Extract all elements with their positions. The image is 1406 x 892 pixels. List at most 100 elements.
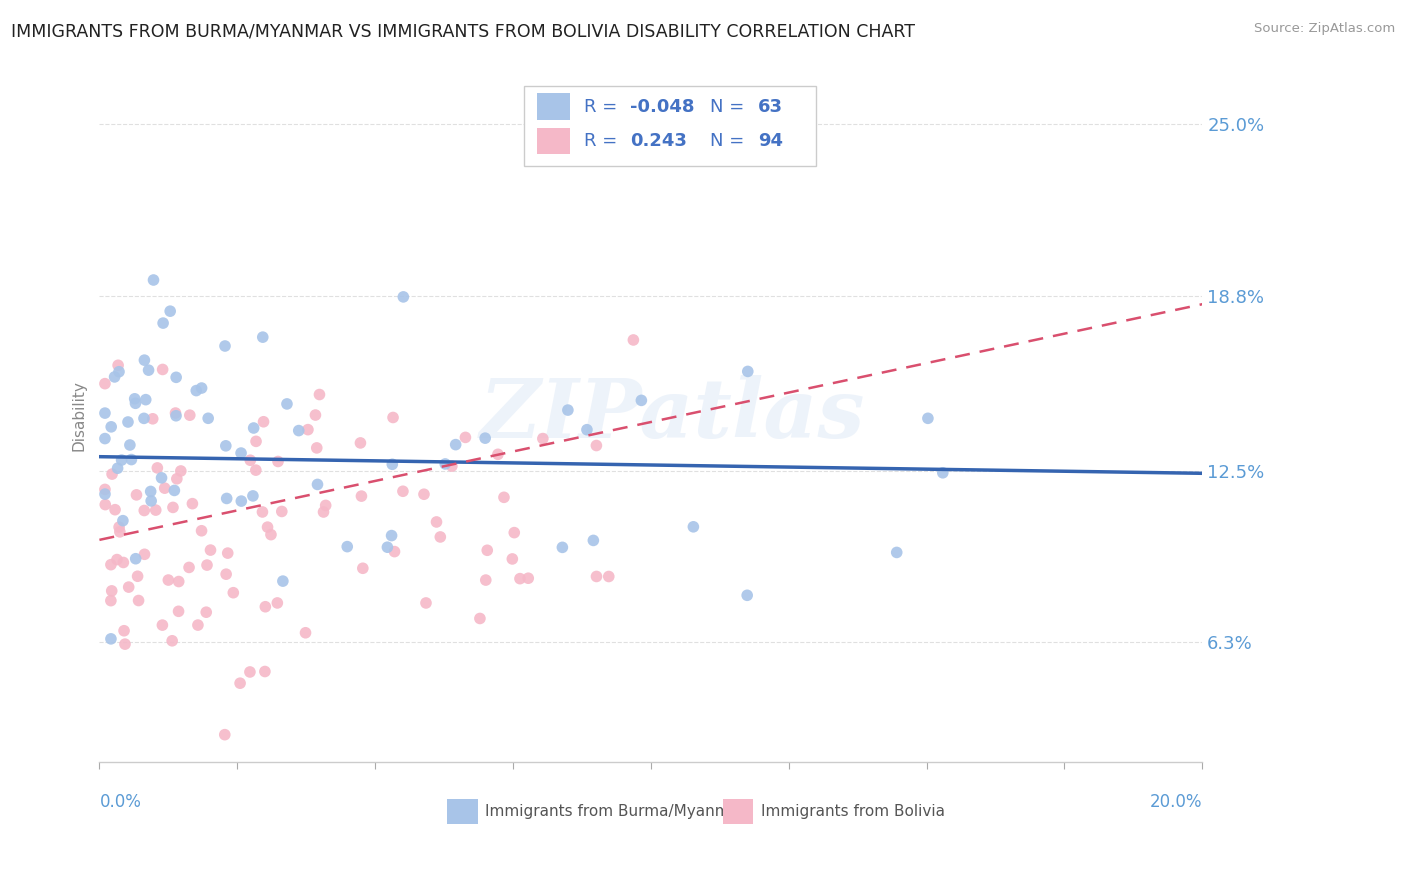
Point (112, 556, 135, 570)
Text: Immigrants from Bolivia: Immigrants from Bolivia (761, 804, 945, 819)
Point (100, 558, 122, 572)
Point (128, 593, 150, 607)
Point (215, 439, 238, 453)
Point (125, 551, 148, 566)
Point (165, 406, 187, 420)
Point (468, 611, 491, 625)
Point (350, 489, 373, 503)
Point (100, 632, 122, 646)
Point (270, 504, 292, 518)
Point (134, 353, 156, 368)
Point (103, 370, 125, 384)
Point (166, 472, 188, 486)
Point (454, 430, 477, 444)
Point (312, 505, 335, 519)
Point (195, 558, 218, 573)
Point (308, 387, 330, 401)
Point (682, 520, 704, 534)
Point (585, 569, 607, 583)
Point (162, 500, 184, 515)
Point (165, 370, 187, 384)
Point (440, 459, 463, 474)
Point (486, 447, 509, 461)
Point (94, 498, 117, 512)
Point (239, 453, 262, 467)
Point (260, 527, 283, 541)
Point (107, 359, 129, 373)
Point (215, 567, 238, 582)
Y-axis label: Disability: Disability (72, 380, 86, 450)
FancyBboxPatch shape (524, 86, 817, 166)
Point (100, 593, 122, 607)
Point (349, 436, 371, 450)
Point (474, 431, 496, 445)
Point (477, 543, 499, 558)
Point (503, 525, 526, 540)
Point (242, 489, 264, 503)
Point (735, 588, 758, 602)
Point (160, 633, 183, 648)
Point (229, 676, 252, 690)
Point (252, 415, 274, 429)
Point (231, 494, 253, 508)
Point (114, 637, 136, 651)
Point (336, 540, 359, 554)
Point (392, 484, 415, 499)
Point (107, 461, 129, 475)
Point (146, 461, 169, 475)
Point (245, 434, 267, 449)
Point (153, 481, 176, 495)
Point (170, 464, 193, 478)
Point (737, 364, 759, 378)
Text: 0.243: 0.243 (630, 132, 686, 150)
Point (187, 618, 209, 632)
Point (917, 411, 939, 425)
Point (141, 494, 163, 508)
Point (134, 503, 156, 517)
Bar (723, 799, 754, 824)
Point (252, 330, 274, 344)
Point (352, 561, 374, 575)
Text: N =: N = (710, 97, 751, 116)
Point (159, 304, 181, 318)
Point (551, 541, 574, 555)
Point (266, 596, 288, 610)
Point (165, 409, 187, 423)
Point (100, 583, 122, 598)
Point (104, 502, 127, 516)
Point (186, 384, 208, 398)
Point (384, 544, 406, 558)
Point (267, 454, 290, 468)
Point (304, 408, 326, 422)
Point (190, 524, 212, 538)
Text: R =: R = (583, 132, 623, 150)
Point (108, 365, 131, 379)
Bar (447, 799, 478, 824)
Text: Immigrants from Burma/Myanmar: Immigrants from Burma/Myanmar (485, 804, 745, 819)
Point (377, 540, 399, 554)
Point (94, 487, 117, 501)
Point (242, 421, 264, 435)
Point (177, 560, 200, 574)
Point (163, 483, 186, 498)
Point (517, 571, 540, 585)
Point (305, 441, 328, 455)
Point (501, 552, 523, 566)
Point (444, 437, 467, 451)
Point (381, 528, 404, 542)
Point (111, 514, 134, 528)
Text: 20.0%: 20.0% (1150, 793, 1202, 811)
Point (415, 596, 437, 610)
Point (621, 333, 644, 347)
Point (413, 487, 436, 501)
Point (582, 533, 605, 548)
Point (142, 411, 165, 425)
Point (138, 363, 160, 377)
Point (239, 665, 262, 679)
Point (200, 543, 222, 558)
Text: Source: ZipAtlas.com: Source: ZipAtlas.com (1254, 22, 1395, 36)
Point (425, 515, 447, 529)
Point (94, 432, 117, 446)
Point (100, 420, 122, 434)
Text: IMMIGRANTS FROM BURMA/MYANMAR VS IMMIGRANTS FROM BOLIVIA DISABILITY CORRELATION : IMMIGRANTS FROM BURMA/MYANMAR VS IMMIGRA… (11, 22, 915, 40)
